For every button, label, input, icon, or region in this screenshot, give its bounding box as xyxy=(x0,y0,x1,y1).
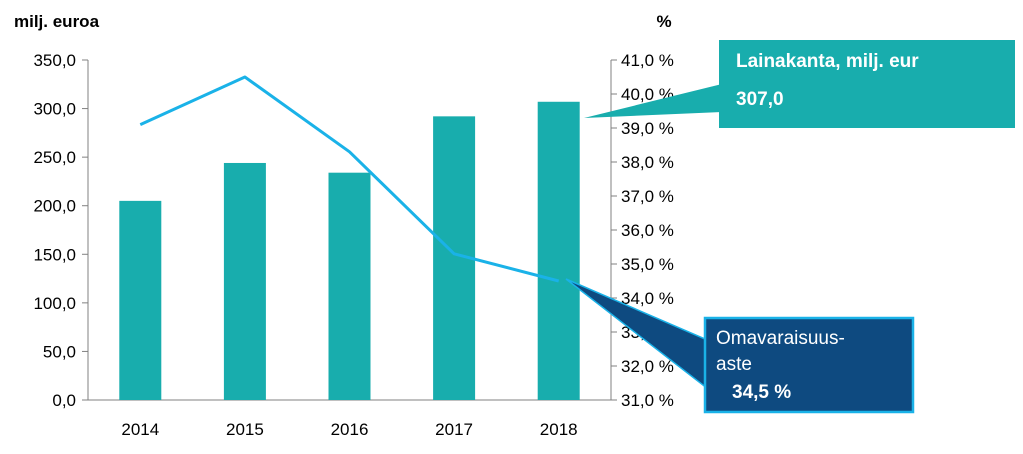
right-tick-label: 39,0 % xyxy=(621,119,674,138)
line-callout-title-line1: Omavaraisuus- xyxy=(716,328,845,349)
x-tick-label: 2015 xyxy=(226,420,264,439)
x-tick-label: 2017 xyxy=(435,420,473,439)
x-tick-label: 2014 xyxy=(121,420,159,439)
bar-callout-value: 307,0 xyxy=(736,89,784,110)
left-tick-label: 50,0 xyxy=(43,342,76,361)
bar xyxy=(223,162,266,400)
x-tick-label: 2018 xyxy=(540,420,578,439)
left-tick-label: 150,0 xyxy=(33,245,76,264)
left-tick-label: 250,0 xyxy=(33,148,76,167)
x-tick-label: 2016 xyxy=(331,420,369,439)
bar-series xyxy=(119,101,580,401)
right-tick-label: 31,0 % xyxy=(621,391,674,410)
bar xyxy=(537,101,580,401)
x-axis-tick-labels: 2014 2015 2016 2017 2018 xyxy=(121,420,577,439)
right-tick-label: 37,0 % xyxy=(621,187,674,206)
bar-callout: Lainakanta, milj. eur 307,0 xyxy=(584,40,1015,128)
left-tick-label: 200,0 xyxy=(33,197,76,216)
bar xyxy=(119,200,162,400)
line-callout-value: 34,5 % xyxy=(732,382,791,403)
right-tick-label: 41,0 % xyxy=(621,51,674,70)
right-axis-unit-label: % xyxy=(656,12,671,31)
line-callout-box xyxy=(703,316,915,414)
left-tick-label: 350,0 xyxy=(33,51,76,70)
left-tick-label: 100,0 xyxy=(33,294,76,313)
left-tick-label: 300,0 xyxy=(33,100,76,119)
left-axis-ticks: 0,0 50,0 100,0 150,0 200,0 250,0 300,0 350,0 xyxy=(33,51,88,410)
line-series xyxy=(139,75,560,283)
bar-callout-pointer xyxy=(584,84,722,118)
bar-callout-box xyxy=(719,40,1015,128)
left-tick-label: 0,0 xyxy=(52,391,76,410)
line-callout: Omavaraisuus- aste 34,5 % xyxy=(565,278,915,414)
line-callout-title-line2: aste xyxy=(716,354,752,375)
right-tick-label: 36,0 % xyxy=(621,221,674,240)
bar xyxy=(328,172,371,400)
bar-callout-title: Lainakanta, milj. eur xyxy=(736,51,919,72)
right-tick-label: 38,0 % xyxy=(621,153,674,172)
left-axis-unit-label: milj. euroa xyxy=(14,12,100,31)
right-tick-label: 35,0 % xyxy=(621,255,674,274)
right-tick-label: 34,0 % xyxy=(621,289,674,308)
right-tick-label: 32,0 % xyxy=(621,357,674,376)
